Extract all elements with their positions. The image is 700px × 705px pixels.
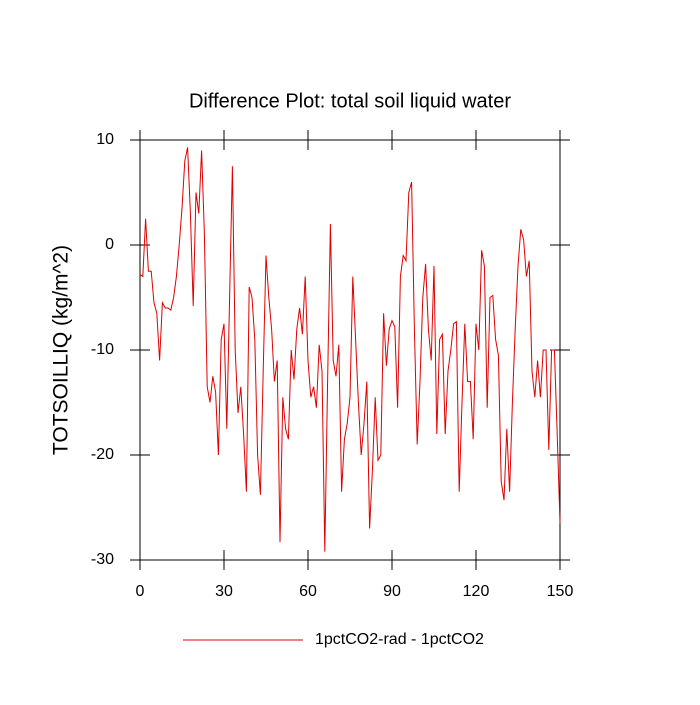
x-tick-label: 90 <box>383 583 401 600</box>
x-tick-label: 30 <box>215 583 233 600</box>
x-tick-label: 0 <box>136 583 145 600</box>
legend-label: 1pctCO2-rad - 1pctCO2 <box>315 631 484 648</box>
x-tick-label: 60 <box>299 583 317 600</box>
data-line <box>139 147 561 552</box>
y-tick-label: 10 <box>96 131 114 148</box>
y-tick-label: -10 <box>91 341 114 358</box>
y-tick-label: -30 <box>91 551 114 568</box>
y-tick-label: 0 <box>105 236 114 253</box>
x-tick-label: 120 <box>463 583 490 600</box>
x-tick-label: 150 <box>547 583 574 600</box>
y-axis-label: TOTSOILLIQ (kg/m^2) <box>50 245 73 455</box>
y-tick-label: -20 <box>91 446 114 463</box>
chart-title: Difference Plot: total soil liquid water <box>189 90 511 112</box>
